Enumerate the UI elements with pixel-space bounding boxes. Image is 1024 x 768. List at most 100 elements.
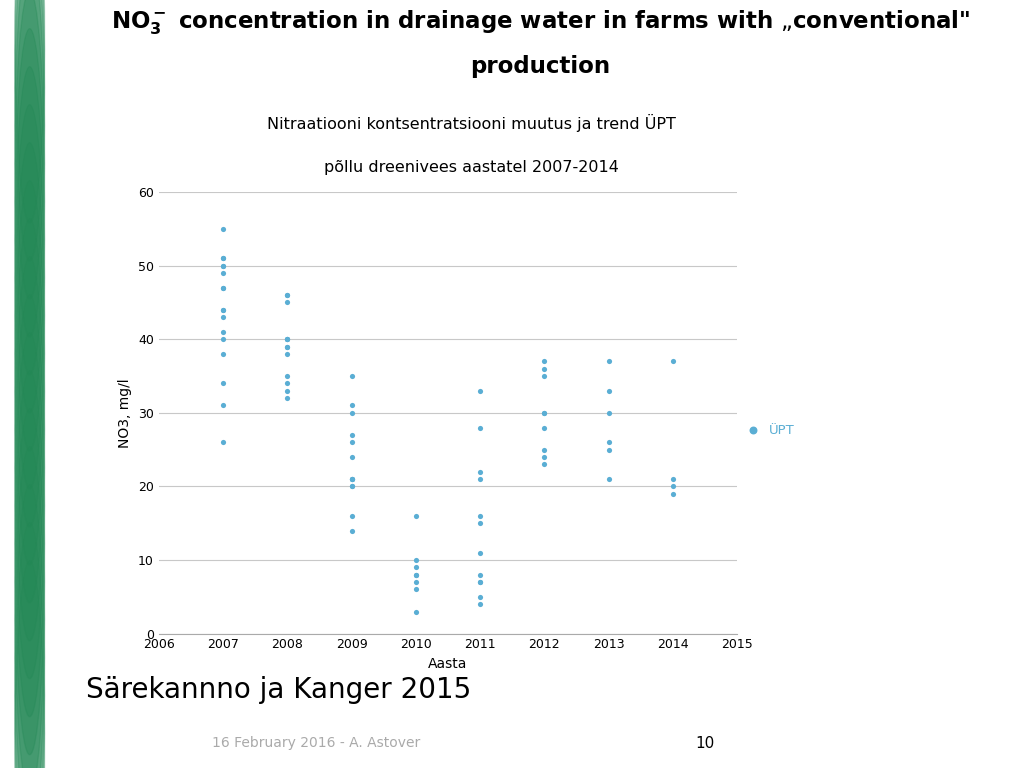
- Point: [472, 385, 488, 397]
- Point: [537, 407, 553, 419]
- Circle shape: [14, 28, 45, 412]
- Point: [343, 510, 359, 522]
- Point: [343, 407, 359, 419]
- Point: [215, 399, 231, 412]
- Point: [343, 480, 359, 492]
- Point: [280, 340, 296, 353]
- Point: [537, 355, 553, 367]
- Point: [343, 473, 359, 485]
- Point: [537, 422, 553, 434]
- Point: [408, 568, 424, 581]
- Point: [343, 399, 359, 412]
- Point: [343, 429, 359, 441]
- Text: põllu dreenivees aastatel 2007-2014: põllu dreenivees aastatel 2007-2014: [324, 160, 618, 175]
- Point: [537, 370, 553, 382]
- Circle shape: [14, 0, 45, 375]
- Point: [898, 214, 914, 227]
- Text: Nitraatiooni kontsentratsiooni muutus ja trend ÜPT: Nitraatiooni kontsentratsiooni muutus ja…: [266, 114, 676, 132]
- Point: [408, 554, 424, 566]
- Y-axis label: NO3, mg/l: NO3, mg/l: [119, 378, 132, 448]
- Circle shape: [14, 295, 45, 679]
- Point: [280, 289, 296, 301]
- Point: [215, 311, 231, 323]
- Point: [600, 385, 616, 397]
- Circle shape: [14, 67, 45, 451]
- Circle shape: [14, 523, 45, 768]
- Point: [280, 289, 296, 301]
- Point: [280, 333, 296, 346]
- Point: [408, 561, 424, 574]
- Circle shape: [14, 0, 45, 299]
- Point: [215, 223, 231, 235]
- Point: [343, 436, 359, 449]
- Point: [537, 443, 553, 455]
- Point: [537, 407, 553, 419]
- Point: [280, 333, 296, 346]
- Point: [408, 510, 424, 522]
- Point: [280, 340, 296, 353]
- Point: [215, 260, 231, 272]
- Point: [472, 547, 488, 559]
- Point: [537, 458, 553, 471]
- Circle shape: [14, 143, 45, 527]
- Point: [215, 326, 231, 338]
- Point: [408, 605, 424, 617]
- Circle shape: [14, 371, 45, 755]
- Point: [343, 525, 359, 537]
- Circle shape: [14, 104, 45, 488]
- Point: [280, 370, 296, 382]
- Circle shape: [14, 333, 45, 717]
- Circle shape: [14, 0, 45, 260]
- Point: [472, 465, 488, 478]
- Point: [472, 510, 488, 522]
- Point: [472, 568, 488, 581]
- Point: [215, 333, 231, 346]
- Point: [472, 473, 488, 485]
- Point: [280, 296, 296, 309]
- Point: [343, 473, 359, 485]
- Point: [215, 260, 231, 272]
- Point: [600, 436, 616, 449]
- Point: [600, 355, 616, 367]
- Point: [215, 266, 231, 279]
- X-axis label: Aasta: Aasta: [428, 657, 468, 671]
- Text: production: production: [471, 55, 610, 78]
- Point: [215, 303, 231, 316]
- Text: $\bf{NO_3^-}$ concentration in drainage water in farms with „conventional": $\bf{NO_3^-}$ concentration in drainage …: [111, 8, 971, 37]
- Point: [600, 473, 616, 485]
- Point: [343, 480, 359, 492]
- Point: [343, 473, 359, 485]
- Point: [343, 370, 359, 382]
- Circle shape: [14, 485, 45, 768]
- Point: [472, 517, 488, 529]
- Point: [215, 282, 231, 294]
- Point: [472, 598, 488, 611]
- Circle shape: [14, 447, 45, 768]
- Point: [665, 480, 681, 492]
- Text: 10: 10: [695, 736, 714, 750]
- Text: Särekannno ja Kanger 2015: Särekannno ja Kanger 2015: [86, 676, 471, 703]
- Point: [665, 488, 681, 500]
- Point: [665, 355, 681, 367]
- Circle shape: [14, 219, 45, 603]
- Point: [280, 392, 296, 404]
- Point: [665, 473, 681, 485]
- Point: [215, 436, 231, 449]
- Point: [537, 362, 553, 375]
- Circle shape: [14, 0, 45, 223]
- Circle shape: [14, 409, 45, 768]
- Text: 16 February 2016 - A. Astover: 16 February 2016 - A. Astover: [212, 736, 421, 750]
- Point: [472, 422, 488, 434]
- Point: [215, 282, 231, 294]
- Point: [600, 443, 616, 455]
- Point: [280, 333, 296, 346]
- Point: [408, 584, 424, 596]
- Circle shape: [14, 561, 45, 768]
- Point: [215, 348, 231, 360]
- Point: [215, 303, 231, 316]
- Point: [280, 377, 296, 389]
- Point: [408, 568, 424, 581]
- Point: [215, 377, 231, 389]
- Point: [537, 451, 553, 463]
- Circle shape: [14, 257, 45, 641]
